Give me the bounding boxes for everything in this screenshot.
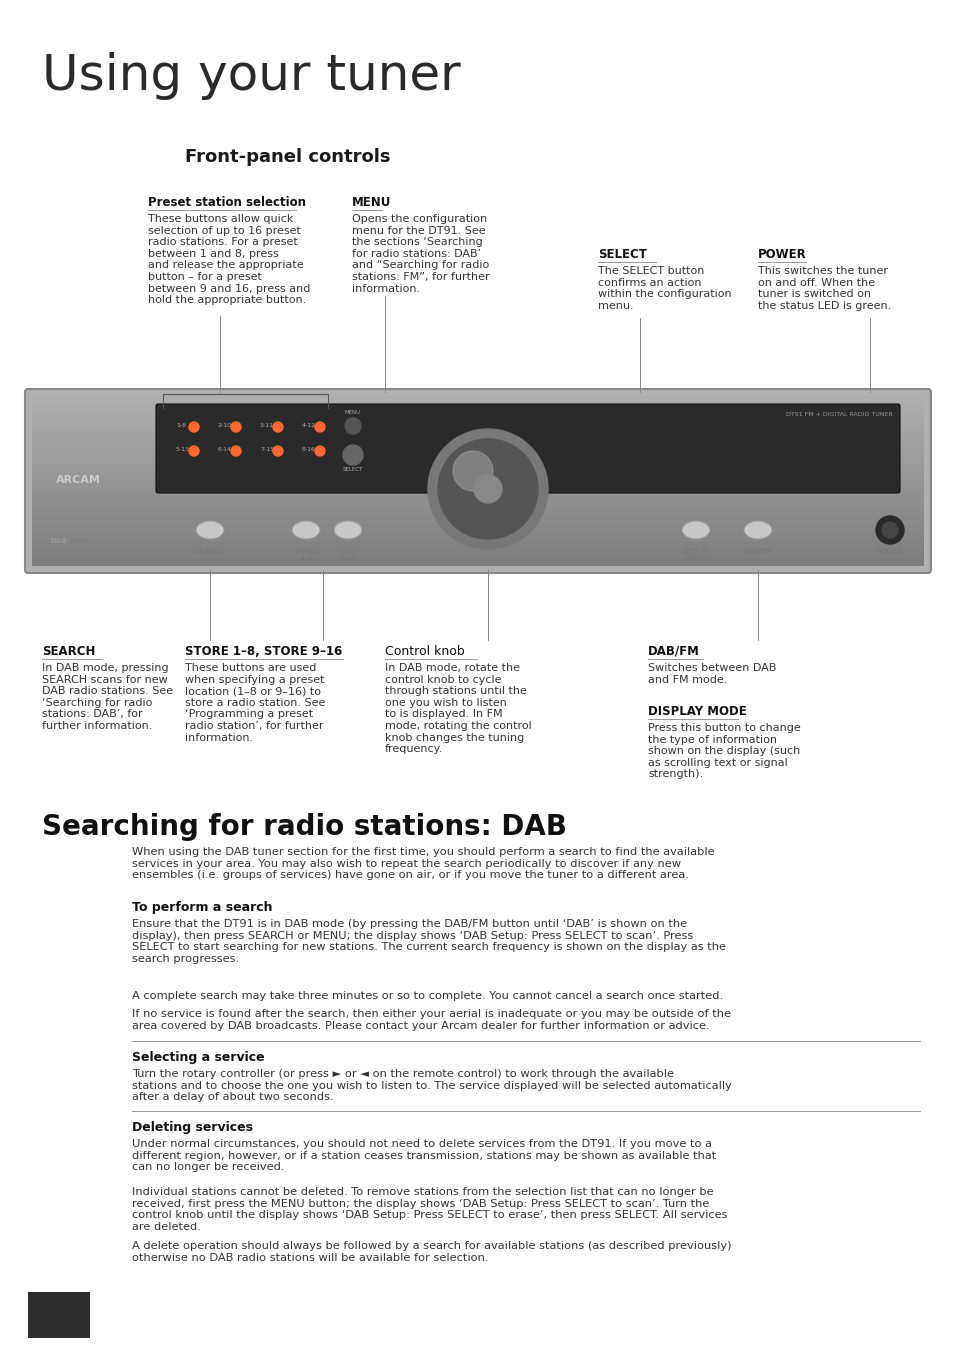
- Text: In DAB mode, pressing
SEARCH scans for new
DAB radio stations. See
‘Searching fo: In DAB mode, pressing SEARCH scans for n…: [42, 663, 172, 730]
- Text: POWER: POWER: [877, 548, 902, 554]
- Ellipse shape: [743, 521, 771, 539]
- Text: SELECT: SELECT: [598, 248, 646, 261]
- Text: STORE
1–8: STORE 1–8: [294, 548, 317, 562]
- Ellipse shape: [875, 521, 903, 539]
- Circle shape: [882, 522, 897, 539]
- Text: When using the DAB tuner section for the first time, you should perform a search: When using the DAB tuner section for the…: [132, 846, 714, 880]
- Text: ARCAM: ARCAM: [56, 475, 101, 485]
- Circle shape: [231, 423, 241, 432]
- Bar: [32, 558, 923, 566]
- Bar: [32, 413, 923, 421]
- Ellipse shape: [292, 521, 319, 539]
- Text: This switches the tuner
on and off. When the
tuner is switched on
the status LED: This switches the tuner on and off. When…: [758, 266, 890, 310]
- Text: STORE
9–16: STORE 9–16: [336, 548, 359, 562]
- Text: A complete search may take three minutes or so to complete. You cannot cancel a : A complete search may take three minutes…: [132, 991, 722, 1000]
- Text: 3-11: 3-11: [260, 423, 274, 428]
- Circle shape: [273, 423, 283, 432]
- Circle shape: [189, 446, 199, 456]
- Text: SEARCH: SEARCH: [196, 548, 224, 554]
- Bar: [32, 455, 923, 464]
- Text: Individual stations cannot be deleted. To remove stations from the selection lis: Individual stations cannot be deleted. T…: [132, 1187, 727, 1231]
- Circle shape: [453, 451, 493, 491]
- Text: These buttons are used
when specifying a preset
location (1–8 or 9–16) to
store : These buttons are used when specifying a…: [185, 663, 325, 743]
- Circle shape: [474, 475, 501, 504]
- Text: Turn the rotary controller (or press ► or ◄ on the remote control) to work throu: Turn the rotary controller (or press ► o…: [132, 1069, 731, 1102]
- FancyBboxPatch shape: [156, 404, 899, 493]
- Circle shape: [314, 423, 325, 432]
- Bar: [32, 396, 923, 405]
- Circle shape: [343, 446, 363, 464]
- Bar: [32, 549, 923, 558]
- Bar: [32, 506, 923, 514]
- Text: DISPLAY MODE: DISPLAY MODE: [647, 705, 746, 718]
- Text: The SELECT button
confirms an action
within the configuration
menu.: The SELECT button confirms an action wit…: [598, 266, 731, 310]
- Bar: [32, 524, 923, 532]
- Circle shape: [273, 446, 283, 456]
- Text: Searching for radio stations: DAB: Searching for radio stations: DAB: [42, 813, 566, 841]
- Text: epros: epros: [70, 539, 88, 543]
- Text: Switches between DAB
and FM mode.: Switches between DAB and FM mode.: [647, 663, 776, 684]
- Text: SELECT: SELECT: [343, 467, 363, 472]
- Bar: [32, 405, 923, 413]
- Circle shape: [875, 516, 903, 544]
- Bar: [32, 498, 923, 506]
- Text: Ensure that the DT91 is in DAB mode (by pressing the DAB/FM button until ‘DAB’ i: Ensure that the DT91 is in DAB mode (by …: [132, 919, 725, 964]
- Bar: [28, 1292, 90, 1338]
- Text: DAB/FM: DAB/FM: [647, 645, 700, 657]
- Bar: [32, 472, 923, 481]
- Bar: [32, 421, 923, 431]
- Text: E-6: E-6: [47, 1314, 71, 1327]
- Text: SEARCH: SEARCH: [42, 645, 95, 657]
- Text: MENU: MENU: [352, 196, 391, 209]
- Text: Opens the configuration
menu for the DT91. See
the sections ‘Searching
for radio: Opens the configuration menu for the DT9…: [352, 215, 489, 293]
- Bar: [32, 532, 923, 540]
- Bar: [32, 439, 923, 447]
- Bar: [32, 431, 923, 439]
- Circle shape: [231, 446, 241, 456]
- Text: A delete operation should always be followed by a search for available stations : A delete operation should always be foll…: [132, 1241, 731, 1262]
- Bar: [32, 447, 923, 455]
- Text: 7-15: 7-15: [260, 447, 274, 452]
- Circle shape: [437, 439, 537, 539]
- Bar: [32, 481, 923, 490]
- Text: 4-12: 4-12: [302, 423, 315, 428]
- Text: Under normal circumstances, you should not need to delete services from the DT91: Under normal circumstances, you should n…: [132, 1139, 716, 1172]
- Circle shape: [189, 423, 199, 432]
- Ellipse shape: [195, 521, 224, 539]
- Text: STORE 1–8, STORE 9–16: STORE 1–8, STORE 9–16: [185, 645, 342, 657]
- Text: 8-16: 8-16: [302, 447, 315, 452]
- Text: These buttons allow quick
selection of up to 16 preset
radio stations. For a pre: These buttons allow quick selection of u…: [148, 215, 310, 305]
- Circle shape: [428, 429, 547, 549]
- Text: Press this button to change
the type of information
shown on the display (such
a: Press this button to change the type of …: [647, 724, 800, 779]
- Text: Selecting a service: Selecting a service: [132, 1052, 264, 1064]
- Text: Using your tuner: Using your tuner: [42, 53, 460, 100]
- Text: To perform a search: To perform a search: [132, 900, 273, 914]
- Text: DAB/FM: DAB/FM: [743, 548, 771, 554]
- Text: Deleting services: Deleting services: [132, 1120, 253, 1134]
- Bar: [32, 540, 923, 549]
- Text: Front-panel controls: Front-panel controls: [185, 148, 390, 166]
- FancyBboxPatch shape: [25, 389, 930, 572]
- Text: In DAB mode, rotate the
control knob to cycle
through stations until the
one you: In DAB mode, rotate the control knob to …: [385, 663, 531, 755]
- Text: 5-13: 5-13: [175, 447, 190, 452]
- Text: If no service is found after the search, then either your aerial is inadequate o: If no service is found after the search,…: [132, 1008, 730, 1030]
- Circle shape: [345, 418, 360, 433]
- Text: DISPLAY
MODE: DISPLAY MODE: [681, 548, 709, 562]
- Bar: [32, 514, 923, 524]
- Text: 6-14: 6-14: [218, 447, 232, 452]
- Text: 2-10: 2-10: [218, 423, 232, 428]
- Text: DT91: DT91: [44, 1297, 74, 1308]
- Circle shape: [314, 446, 325, 456]
- Bar: [32, 464, 923, 472]
- Text: DT91 FM + DIGITAL RADIO TUNER: DT91 FM + DIGITAL RADIO TUNER: [785, 412, 892, 417]
- Text: POWER: POWER: [758, 248, 806, 261]
- Text: Control knob: Control knob: [385, 645, 464, 657]
- Text: MENU: MENU: [345, 410, 361, 414]
- Text: 1-8: 1-8: [175, 423, 186, 428]
- Text: Preset station selection: Preset station selection: [148, 196, 306, 209]
- Ellipse shape: [681, 521, 709, 539]
- Ellipse shape: [334, 521, 361, 539]
- Bar: [32, 490, 923, 498]
- Text: DAB: DAB: [50, 539, 67, 544]
